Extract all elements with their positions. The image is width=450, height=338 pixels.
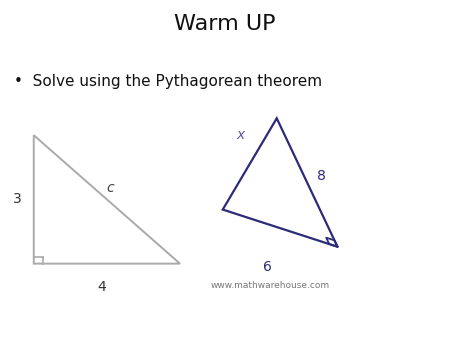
Text: 6: 6 — [263, 260, 272, 274]
Text: 8: 8 — [317, 169, 326, 183]
Text: 4: 4 — [97, 280, 106, 294]
Text: Warm UP: Warm UP — [174, 14, 276, 33]
Text: c: c — [107, 180, 114, 195]
Text: 3: 3 — [13, 192, 22, 207]
Text: x: x — [237, 128, 245, 142]
Text: •  Solve using the Pythagorean theorem: • Solve using the Pythagorean theorem — [14, 74, 322, 89]
Text: www.mathwarehouse.com: www.mathwarehouse.com — [211, 281, 329, 290]
